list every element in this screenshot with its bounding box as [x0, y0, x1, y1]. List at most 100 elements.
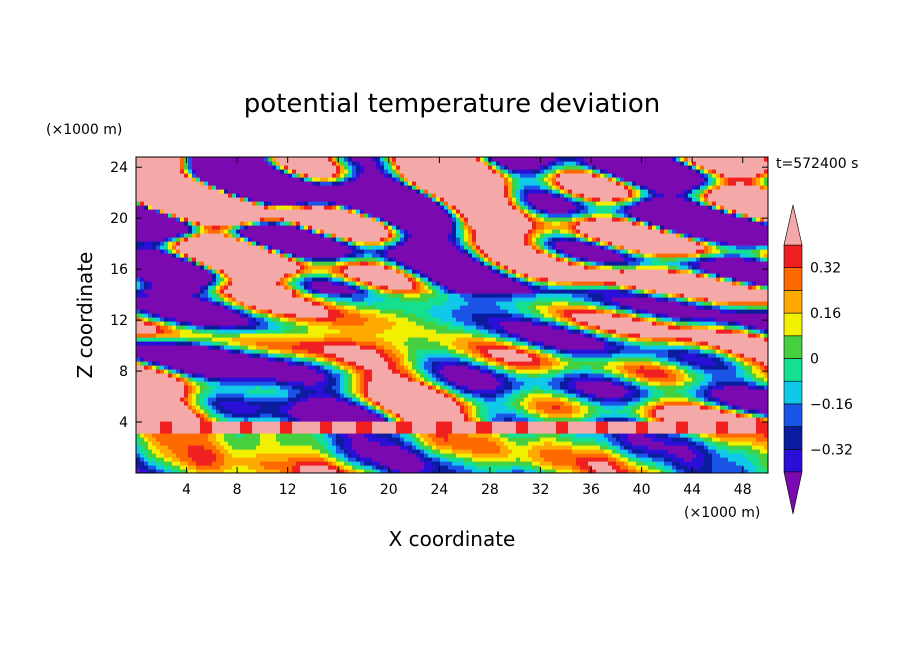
field-cell [492, 361, 497, 366]
field-cell [280, 357, 285, 362]
field-cell [272, 433, 277, 438]
field-cell [652, 421, 657, 426]
field-cell [240, 461, 245, 466]
field-cell [720, 349, 725, 354]
field-cell [468, 357, 473, 362]
field-cell [228, 393, 233, 398]
field-cell [388, 437, 393, 442]
field-cell [540, 377, 545, 382]
field-cell [180, 349, 185, 354]
field-cell [252, 429, 257, 434]
field-cell [236, 397, 241, 402]
field-cell [644, 405, 649, 410]
field-cell [332, 449, 337, 454]
field-cell [240, 365, 245, 370]
field-cell [348, 433, 353, 438]
field-cell [512, 417, 517, 422]
field-cell [512, 433, 517, 438]
field-cell [444, 393, 449, 398]
field-cell [532, 361, 537, 366]
field-cell [572, 453, 577, 458]
field-cell [680, 433, 685, 438]
field-cell [728, 413, 733, 418]
field-cell [176, 353, 181, 358]
field-cell [572, 357, 577, 362]
field-cell [468, 393, 473, 398]
field-cell [344, 433, 349, 438]
field-cell [740, 357, 745, 362]
field-cell [400, 401, 405, 406]
field-cell [492, 437, 497, 442]
field-cell [300, 353, 305, 358]
field-cell [576, 353, 581, 358]
field-cell [572, 465, 577, 470]
field-cell [520, 345, 525, 350]
field-cell [164, 433, 169, 438]
field-cell [276, 421, 281, 426]
field-cell [532, 405, 537, 410]
field-cell [716, 417, 721, 422]
field-cell [604, 373, 609, 378]
field-cell [212, 361, 217, 366]
field-cell [292, 393, 297, 398]
field-cell [304, 349, 309, 354]
field-cell [304, 365, 309, 370]
field-cell [672, 397, 677, 402]
field-cell [464, 373, 469, 378]
field-cell [468, 405, 473, 410]
field-cell [412, 393, 417, 398]
field-cell [368, 365, 373, 370]
field-cell [456, 429, 461, 434]
field-cell [684, 361, 689, 366]
field-cell [676, 385, 681, 390]
field-cell [520, 417, 525, 422]
field-cell [652, 381, 657, 386]
field-cell [604, 469, 609, 473]
field-cell [376, 381, 381, 386]
field-cell [636, 357, 641, 362]
field-cell [456, 421, 461, 426]
field-cell [276, 453, 281, 458]
field-cell [528, 365, 533, 370]
field-cell [724, 429, 729, 434]
field-cell [232, 373, 237, 378]
field-cell [148, 453, 153, 458]
field-cell [756, 433, 761, 438]
field-cell [448, 449, 453, 454]
field-cell [688, 409, 693, 414]
field-cell [624, 381, 629, 386]
field-cell [288, 357, 293, 362]
field-cell [176, 437, 181, 442]
field-cell [508, 353, 513, 358]
field-cell [544, 437, 549, 442]
field-cell [568, 409, 573, 414]
field-cell [584, 401, 589, 406]
field-cell [316, 461, 321, 466]
field-cell [732, 405, 737, 410]
field-cell [552, 413, 557, 418]
field-cell [232, 429, 237, 434]
field-cell [368, 345, 373, 350]
field-cell [672, 425, 677, 430]
field-cell [316, 393, 321, 398]
field-cell [660, 401, 665, 406]
field-cell [336, 445, 341, 450]
field-cell [420, 409, 425, 414]
field-cell [264, 377, 269, 382]
field-cell [160, 377, 165, 382]
field-cell [616, 453, 621, 458]
field-cell [380, 445, 385, 450]
field-cell [420, 357, 425, 362]
field-cell [364, 361, 369, 366]
field-cell [488, 405, 493, 410]
field-cell [680, 453, 685, 458]
field-cell [180, 373, 185, 378]
field-cell [524, 401, 529, 406]
field-cell [212, 357, 217, 362]
field-cell [660, 381, 665, 386]
field-cell [356, 445, 361, 450]
field-cell [332, 389, 337, 394]
field-cell [688, 349, 693, 354]
field-cell [208, 409, 213, 414]
field-cell [696, 437, 701, 442]
